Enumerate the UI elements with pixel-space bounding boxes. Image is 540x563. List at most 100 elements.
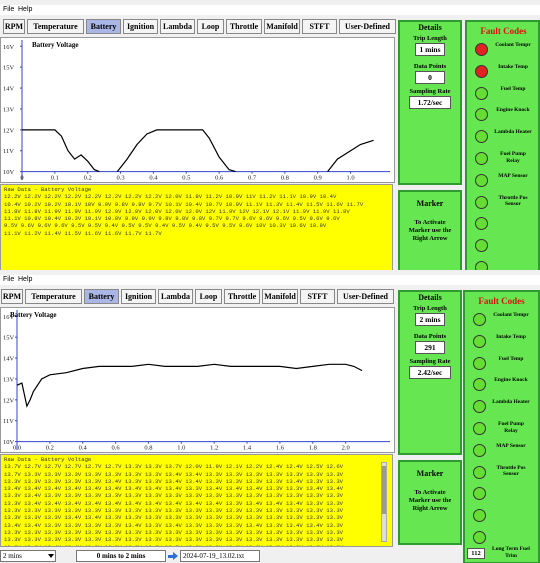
- raw-data-line: 11.8V 11.8V 11.9V 11.9V 11.9V 12.0V 12.0…: [4, 207, 350, 215]
- status-bar: 2 mins 0 mins to 2 mins 2024-07-19_13.02.t…: [0, 549, 462, 563]
- raw-data-line: 11.1V 11.2V 11.4V 11.5V 11.6V 11.6V 11.7…: [4, 229, 162, 237]
- x-tick-label: 0.0: [13, 445, 21, 452]
- scroll-thumb: [382, 466, 386, 514]
- chart-border: [0, 37, 395, 183]
- y-tick-label: 12V: [3, 397, 15, 404]
- x-tick-label: 0.6: [215, 175, 224, 182]
- tab-button[interactable]: Temperature: [27, 19, 84, 34]
- menu-bar: [0, 5, 540, 15]
- x-tick-label: 0: [20, 175, 23, 182]
- marker-title: Marker: [416, 199, 444, 208]
- detail-label: Sampling Rate: [409, 358, 451, 365]
- tab-button[interactable]: Battery: [86, 19, 121, 34]
- tab-button[interactable]: User-Defined: [339, 19, 396, 34]
- details-panel: Details Trip Length 2 mins Data Points 291 Sa…: [398, 290, 462, 455]
- chart: 10V 11V 12V 13V 14V 15V 16V 0 0.1 0.2 0.3 0.4 0.5 0.6…: [0, 37, 395, 183]
- fault-indicator: [473, 400, 486, 414]
- fault-indicator: [475, 108, 488, 122]
- marker-title: Marker: [416, 469, 444, 478]
- tab-button[interactable]: Throttle: [226, 19, 262, 34]
- marker-panel: Marker To Activate Marker use the Right A…: [398, 460, 462, 545]
- detail-label: Sampling Rate: [409, 88, 451, 95]
- tab-button[interactable]: Lambda: [158, 289, 193, 304]
- y-tick-label: 11V: [3, 148, 14, 155]
- chart-border: [0, 307, 395, 453]
- tab-button[interactable]: Manifold: [264, 19, 300, 34]
- chart-title: Battery Voltage: [32, 41, 78, 49]
- x-tick-label: 0.4: [149, 175, 158, 182]
- tab-button[interactable]: STFT: [300, 289, 335, 304]
- fault-label: Fuel Temp: [498, 355, 524, 362]
- detail-value: 1 mins: [415, 43, 445, 56]
- next-arrow-head[interactable]: [173, 552, 178, 560]
- fault-label: MAP Sensor: [496, 442, 526, 449]
- tab-button[interactable]: STFT: [302, 19, 337, 34]
- raw-data-line: 13.3V 13.3V 13.3V 13.4V 13.4V 13.3V 13.3…: [4, 514, 344, 522]
- raw-data-line: 13.3V 13.3V 13.3V 13.3V 13.3V 13.3V 13.3…: [4, 536, 344, 544]
- x-tick-label: 0.3: [117, 175, 125, 182]
- raw-data-line: 9.5V 9.6V 9.6V 9.6V 9.5V 9.5V 9.4V 9.5V …: [4, 222, 327, 230]
- file-name: 2024-07-19_13.02.txt: [180, 550, 260, 562]
- next-arrow-shaft[interactable]: [168, 555, 174, 558]
- raw-data-line: 13.3V 13.3V 13.3V 13.3V 13.3V 13.3V 13.3…: [4, 528, 344, 536]
- raw-data-line: 13.7V 13.3V 13.3V 13.3V 13.3V 13.3V 13.3…: [4, 470, 344, 478]
- fault-codes-panel: Fault Codes Coolant Tempr Intake Temp Fuel …: [465, 20, 540, 276]
- menu-bar: [0, 275, 540, 285]
- fault-label: Fuel Pump Relay: [500, 151, 526, 164]
- fault-indicator: [473, 531, 486, 544]
- menu-item[interactable]: Help: [18, 276, 33, 283]
- range-dropdown[interactable]: 2 mins: [0, 550, 56, 562]
- tab-button[interactable]: Loop: [195, 289, 222, 304]
- menu-item[interactable]: File: [3, 6, 15, 13]
- fault-codes-panel: Fault Codes Coolant Tempr Intake Temp Fuel …: [463, 290, 540, 563]
- tab-button[interactable]: RPM: [3, 19, 25, 34]
- raw-data-line: 13.3V 13.3V 13.3V 13.3V 13.3V 13.3V 13.3…: [4, 507, 344, 515]
- menu-item[interactable]: Help: [18, 6, 33, 13]
- tab-button[interactable]: Throttle: [224, 289, 260, 304]
- y-tick-label: 16V: [3, 44, 15, 51]
- fault-label: Intake Temp: [498, 63, 528, 70]
- x-tick-label: 0.8: [144, 445, 152, 452]
- x-tick-label: 0.8: [281, 175, 289, 182]
- raw-data-line: 13.3V 13.3V 13.4V 13.4V 13.3V 13.3V 13.3…: [4, 544, 389, 546]
- tab-button[interactable]: Temperature: [25, 289, 82, 304]
- raw-data-line: 13.3V 13.3V 13.3V 13.3V 13.3V 13.4V 13.3…: [4, 477, 344, 485]
- fault-indicator: [473, 487, 486, 501]
- fault-label: Throttle Pos Sensor: [496, 464, 526, 478]
- details-title: Details: [418, 23, 442, 32]
- y-tick-label: 14V: [3, 356, 15, 363]
- tab-button[interactable]: Battery: [84, 289, 119, 304]
- tab-button[interactable]: Manifold: [262, 289, 298, 304]
- ltft-value: 112: [467, 548, 485, 559]
- raw-data-line: 11.1V 10.8V 10.4V 10.3V 10.1V 10.0V 9.9V…: [4, 215, 340, 223]
- fault-indicator: [475, 217, 488, 231]
- fault-indicator: [473, 465, 486, 479]
- tab-button[interactable]: Ignition: [123, 19, 158, 34]
- detail-value: 291: [415, 341, 445, 354]
- voltage-line: [22, 129, 374, 173]
- x-tick-label: 1.6: [276, 445, 285, 452]
- fault-label: Fuel Pump Relay: [498, 421, 524, 434]
- voltage-line: [16, 363, 363, 408]
- fault-indicator: [475, 152, 488, 165]
- fault-indicator: [475, 173, 488, 187]
- detail-value: 0: [415, 71, 445, 84]
- fault-label: Lambda Heater: [494, 129, 532, 136]
- tab-button[interactable]: Ignition: [121, 289, 156, 304]
- tab-button[interactable]: Lambda: [160, 19, 195, 34]
- fault-indicator: [475, 64, 488, 78]
- fault-codes-title: Fault Codes: [478, 296, 525, 306]
- raw-data-line: 12.2V 12.2V 12.2V 12.2V 12.2V 12.2V 12.2…: [4, 193, 337, 201]
- tab-button[interactable]: User-Defined: [337, 289, 394, 304]
- x-tick-label: 0.7: [248, 175, 257, 182]
- raw-data-title: Raw Data - Battery Voltage: [4, 186, 92, 193]
- menu-item[interactable]: File: [3, 276, 15, 283]
- fault-indicator: [473, 509, 486, 523]
- tab-button[interactable]: Loop: [197, 19, 224, 34]
- x-tick-label: 1.4: [243, 445, 252, 452]
- y-tick-label: 15V: [3, 335, 15, 342]
- fault-label: Engine Knock: [494, 377, 528, 384]
- y-tick-label: 14V: [3, 86, 15, 93]
- tab-button[interactable]: RPM: [1, 289, 23, 304]
